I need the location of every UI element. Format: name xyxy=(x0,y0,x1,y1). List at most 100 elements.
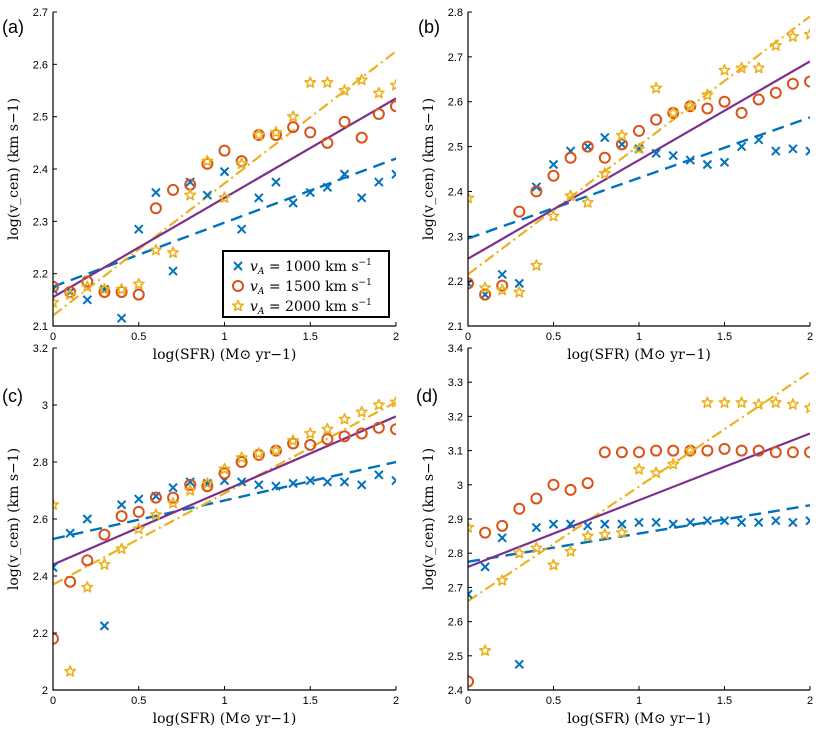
point-va2000 xyxy=(149,243,162,256)
point-va2000 xyxy=(389,395,396,408)
y-axis-label: log(v_cen) (km s−1) xyxy=(421,448,437,590)
point-va1000 xyxy=(82,295,93,305)
point-va1500 xyxy=(132,505,145,518)
fit-line-va1000 xyxy=(53,460,396,541)
point-va1500 xyxy=(184,478,197,491)
point-va1500 xyxy=(547,169,560,182)
point-va1500 xyxy=(513,502,526,515)
fit-line-combined xyxy=(53,97,396,299)
legend-entry-va1000: vA = 1000 km s−1 xyxy=(250,258,372,277)
y-tick-label: 2.5 xyxy=(448,142,463,154)
point-va2000 xyxy=(201,154,214,167)
point-va1000 xyxy=(339,477,350,487)
point-va2000 xyxy=(372,86,385,99)
y-tick-label: 2.3 xyxy=(448,231,463,243)
x-tick-label: 1 xyxy=(221,695,227,707)
point-va1000 xyxy=(134,224,144,234)
point-va1000 xyxy=(134,494,144,504)
point-va2000 xyxy=(581,529,594,542)
point-va2000 xyxy=(64,665,77,677)
point-va1500 xyxy=(701,444,714,457)
point-va2000 xyxy=(235,157,248,170)
point-va1000 xyxy=(322,477,333,487)
point-va1500 xyxy=(98,528,111,541)
y-tick-label: 3.2 xyxy=(448,411,463,423)
point-va1500 xyxy=(390,100,396,113)
point-va1000 xyxy=(685,517,696,528)
point-va2000 xyxy=(287,434,300,446)
point-va1000 xyxy=(617,519,627,529)
point-va1000 xyxy=(356,193,367,203)
point-va1000 xyxy=(374,470,384,480)
x-axis-label: log(SFR) (M⊙ yr−1) xyxy=(153,347,297,363)
point-va2000 xyxy=(530,541,543,554)
axes xyxy=(52,348,396,691)
point-va1000 xyxy=(322,182,333,193)
y-tick-label: 2.6 xyxy=(33,59,48,71)
point-va1000 xyxy=(168,266,178,276)
point-va2000 xyxy=(81,581,94,593)
y-tick-label: 2.5 xyxy=(448,651,463,663)
y-tick-label: 2.6 xyxy=(33,514,48,526)
legend-entry-va2000: vA = 2000 km s−1 xyxy=(250,298,372,317)
point-va1500 xyxy=(235,456,248,468)
y-tick-label: 2.6 xyxy=(448,97,463,109)
point-va1000 xyxy=(771,146,781,156)
y-tick-label: 3.1 xyxy=(448,446,463,458)
point-va2000 xyxy=(81,280,94,292)
point-va1000 xyxy=(254,193,264,203)
point-va1500 xyxy=(372,108,385,121)
point-va1000 xyxy=(65,528,75,538)
point-va1500 xyxy=(547,478,560,491)
y-tick-label: 2.9 xyxy=(448,514,463,526)
legend-box xyxy=(222,250,390,318)
y-tick-label: 2.2 xyxy=(33,269,48,281)
point-va1500 xyxy=(269,128,282,141)
point-va1500 xyxy=(53,632,59,645)
point-va2000 xyxy=(598,528,611,540)
point-va1500 xyxy=(735,444,748,457)
legend-marker-va2000 xyxy=(231,299,245,312)
point-va2000 xyxy=(252,447,265,459)
point-va1500 xyxy=(81,275,94,288)
x-axis-label: log(SFR) (M⊙ yr−1) xyxy=(567,711,711,727)
point-va1500 xyxy=(468,675,474,688)
point-va2000 xyxy=(218,462,231,475)
point-va1500 xyxy=(149,202,162,215)
point-va1500 xyxy=(287,121,300,134)
x-tick-label: 1.5 xyxy=(717,331,732,343)
x-tick-label: 2 xyxy=(807,331,813,343)
point-va1000 xyxy=(236,477,247,487)
panel-d: 0 0.5 1 1.5 2 2.4 2.5 2.6 2.7 2.8 2.9 3 3.1 3.2 3.3 3.4… xyxy=(416,343,813,727)
point-va2000 xyxy=(132,277,145,290)
point-va1000 xyxy=(391,475,396,486)
point-va1000 xyxy=(374,177,384,187)
point-va1500 xyxy=(53,280,59,293)
point-va2000 xyxy=(684,444,697,456)
point-va1000 xyxy=(668,519,678,529)
point-va1500 xyxy=(530,492,543,505)
point-va2000 xyxy=(752,398,765,410)
point-va1000 xyxy=(288,478,298,489)
point-va1500 xyxy=(338,430,351,443)
point-va2000 xyxy=(496,283,509,296)
point-va2000 xyxy=(355,73,368,86)
point-va1500 xyxy=(650,444,663,457)
point-va2000 xyxy=(803,401,810,414)
point-va2000 xyxy=(684,99,697,112)
legend-marker-va1500 xyxy=(232,280,244,292)
point-va2000 xyxy=(53,498,60,510)
point-va2000 xyxy=(632,142,646,155)
y-tick-label: 3.2 xyxy=(33,343,48,355)
point-va2000 xyxy=(269,444,282,456)
point-va1000 xyxy=(719,516,730,526)
point-va1500 xyxy=(479,526,492,539)
point-va2000 xyxy=(513,286,526,298)
point-va2000 xyxy=(769,39,782,51)
point-va2000 xyxy=(615,526,628,538)
point-va1000 xyxy=(497,269,507,280)
y-tick-label: 2.1 xyxy=(448,321,463,333)
point-va1000 xyxy=(116,313,127,323)
point-va1500 xyxy=(64,575,77,588)
